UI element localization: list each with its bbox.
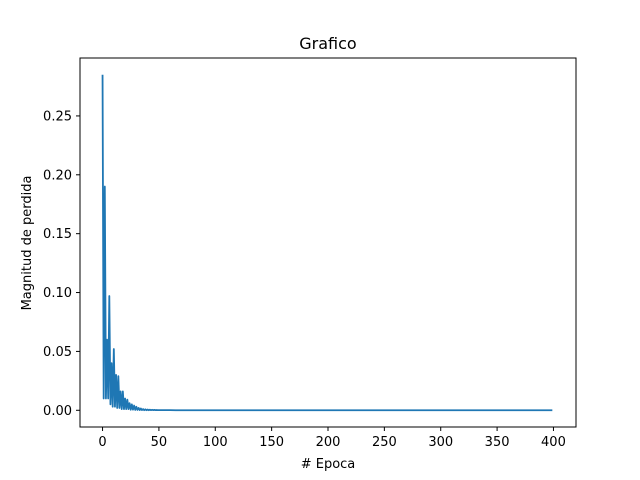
y-tick-label: 0.05 xyxy=(43,345,72,360)
y-axis-label: Magnitud de perdida xyxy=(20,176,35,311)
x-tick-label: 200 xyxy=(316,435,341,450)
x-tick-label: 100 xyxy=(203,435,228,450)
y-tick-label: 0.25 xyxy=(43,109,72,124)
x-axis-label: # Epoca xyxy=(301,457,356,472)
x-tick-label: 0 xyxy=(98,435,106,450)
y-tick-label: 0.10 xyxy=(43,286,72,301)
y-tick-label: 0.20 xyxy=(43,168,72,183)
x-tick-label: 300 xyxy=(428,435,453,450)
x-tick-label: 250 xyxy=(372,435,397,450)
x-tick-label: 150 xyxy=(259,435,284,450)
series-line-0 xyxy=(101,74,553,412)
chart-title: Grafico xyxy=(299,34,356,53)
y-tick-label: 0.15 xyxy=(43,227,72,242)
x-tick-label: 400 xyxy=(541,435,566,450)
x-tick-label: 350 xyxy=(485,435,510,450)
x-tick-label: 50 xyxy=(151,435,168,450)
y-tick-label: 0.00 xyxy=(43,404,72,419)
axes-frame xyxy=(79,57,577,428)
